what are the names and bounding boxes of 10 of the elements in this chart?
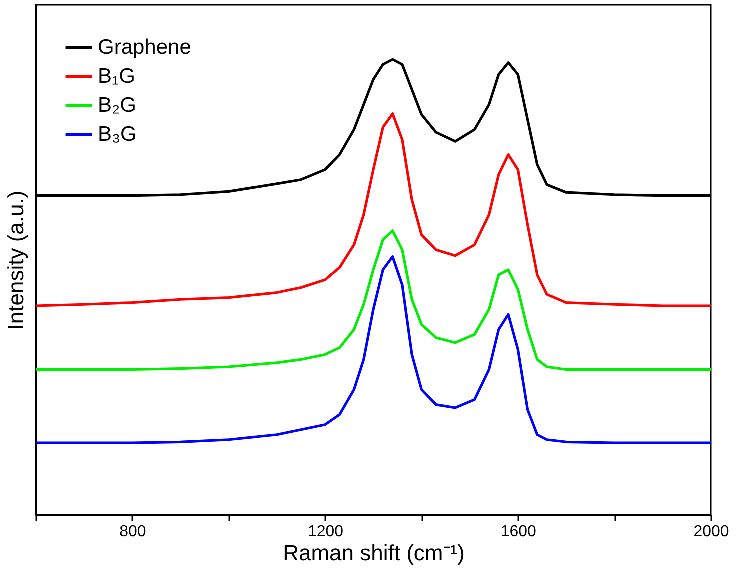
legend-label: B₂G [98, 94, 136, 117]
legend-label: B₃G [98, 123, 137, 146]
x-tick-label: 1200 [308, 524, 344, 540]
x-tick-label: 1600 [500, 524, 537, 540]
x-axis-title: Raman shift (cm⁻¹) [283, 540, 465, 566]
legend-label: Graphene [98, 36, 192, 59]
x-tick-label: 800 [120, 524, 146, 540]
y-axis-title: Intensity (a.u.) [4, 190, 28, 330]
legend-label: B₁G [98, 65, 136, 88]
x-tick-label: 2000 [694, 524, 730, 540]
